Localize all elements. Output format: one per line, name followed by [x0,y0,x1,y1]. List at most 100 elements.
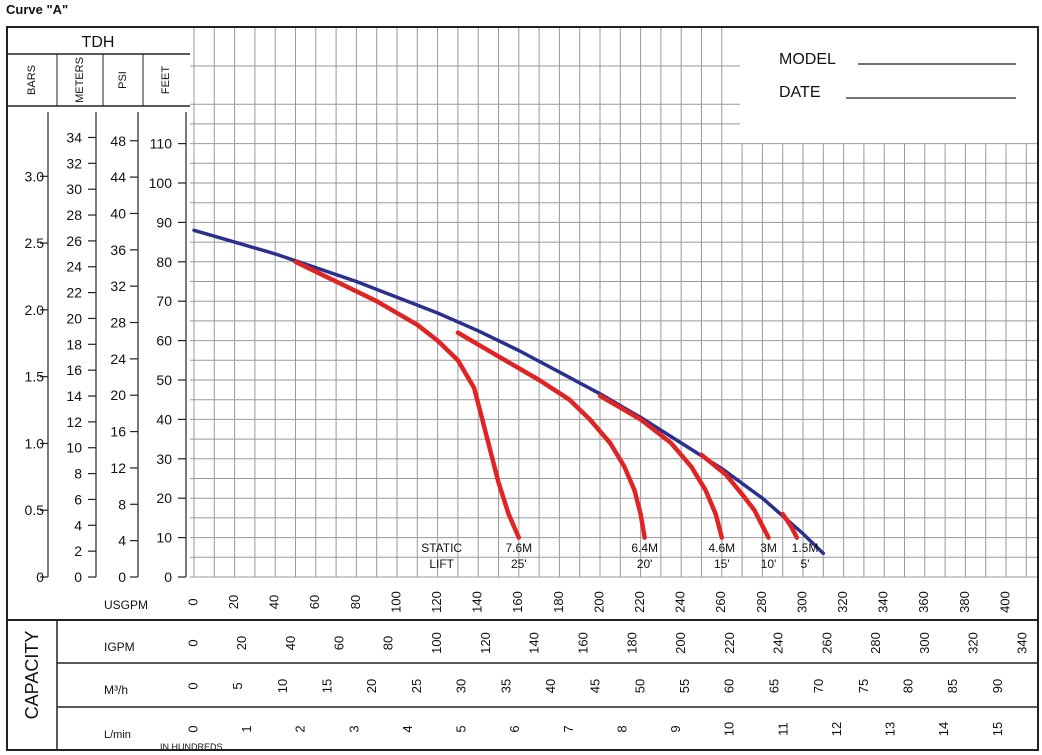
annotation-label: 7.6M [505,541,532,555]
usgpm-tick-label: 240 [673,591,688,613]
tdh-tick-label: 12 [110,460,126,476]
m3h-tick-label: 30 [454,679,469,693]
tdh-tick-label: 110 [150,136,173,152]
m3h-tick-label: 40 [543,679,558,693]
annotation-label: 1.5M [792,541,819,555]
tdh-tick-label: 80 [156,254,172,270]
m3h-tick-label: 5 [230,682,245,689]
igpm-tick-label: 0 [185,639,200,646]
tdh-tick-label: 30 [66,181,82,197]
tdh-tick-label: 90 [156,214,172,230]
tdh-tick-label: 44 [110,169,126,185]
curve-annotations: STATIC LIFT 7.6M 25' 6.4M 20' 4.6M 15' 3M 10' 1.5M… [421,541,818,571]
igpm-tick-label: 80 [380,636,395,650]
tdh-tick-label: 3.0 [25,168,45,184]
series-line-open-impeller [192,228,826,556]
igpm-label: IGPM [104,640,135,654]
tdh-tick-label: 16 [66,362,82,378]
igpm-tick-label: 200 [673,632,688,654]
m3h-tick-label: 75 [856,679,871,693]
lmin-tick-label: 13 [883,722,898,736]
chart-outer-border [6,26,1039,751]
series-line-lift-2 [455,330,647,540]
tdh-tick-label: 2.0 [25,302,45,318]
m3h-tick-label: 65 [766,679,781,693]
tdh-tick-label: 10 [156,530,172,546]
tdh-tick-label: 36 [110,242,126,258]
tdh-tick-label: 0 [164,569,172,585]
hundreds-note: IN HUNDREDS [160,742,223,752]
tdh-tick-label: 0 [74,569,82,585]
tdh-tick-label: 4 [74,517,82,533]
tdh-tick-label: 1.5 [25,369,45,385]
lmin-tick-label: 14 [936,722,951,736]
date-label: DATE [779,84,820,101]
igpm-tick-label: 100 [429,632,444,654]
lmin-tick-label: 11 [775,722,790,736]
lmin-tick-label: 1 [239,725,254,732]
annotation-label: 20' [637,557,653,571]
usgpm-tick-label: 160 [510,591,525,613]
tdh-tick-label: 24 [110,351,126,367]
usgpm-tick-label: 300 [794,591,809,613]
lmin-tick-label: 10 [722,722,737,736]
tdh-tick-label: 20 [110,387,126,403]
tdh-tick-label: 100 [149,175,173,191]
igpm-tick-label: 140 [527,632,542,654]
tdh-tick-label: 6 [74,491,82,507]
usgpm-tick-label: 140 [470,591,485,613]
igpm-tick-label: 220 [722,632,737,654]
igpm-tick-label: 320 [966,632,981,654]
lmin-tick-label: 8 [614,725,629,732]
annotation-label: 10' [761,557,777,571]
tdh-tick-label: 30 [156,451,172,467]
igpm-tick-label: 160 [576,632,591,654]
tdh-tick-label: 50 [156,372,172,388]
tdh-tick-label: 60 [156,333,172,349]
usgpm-tick-label: 40 [267,595,282,609]
tdh-tick-label: 40 [110,205,126,221]
m3h-tick-label: 60 [722,679,737,693]
igpm-tick-label: 120 [478,632,493,654]
tdh-tick-label: 10 [66,440,82,456]
tdh-tick-label: 32 [66,155,82,171]
tdh-tick-label: 40 [156,411,172,427]
tdh-tick-label: 2.5 [25,235,45,251]
tdh-scale-panel: TDH BARS METERS PSI FEET 0 0.5 1.0 1.5 2.0 2.5 3.0 0… [7,34,190,585]
tdh-tick-label: 34 [66,129,82,145]
tdh-tick-label: 20 [66,310,82,326]
tdh-tick-label: 8 [74,466,82,482]
curve-series [192,228,826,556]
m3h-tick-label: 10 [275,679,290,693]
tdh-tick-label: 16 [110,424,126,440]
lmin-tick-label: 5 [454,725,469,732]
m3h-tick-label: 55 [677,679,692,693]
annotation-label: 6.4M [631,541,658,555]
tdh-tick-label: 32 [110,278,126,294]
igpm-tick-label: 40 [283,636,298,650]
tdh-tick-label: 0 [118,569,126,585]
tdh-column-label: FEET [160,66,172,94]
usgpm-tick-label: 320 [835,591,850,613]
series-line-lift-3 [597,393,725,540]
lmin-tick-label: 4 [400,725,415,732]
tdh-tick-label: 18 [66,336,82,352]
usgpm-tick-label: 60 [307,595,322,609]
tdh-tick-label: 1.0 [25,435,45,451]
usgpm-label: USGPM [104,598,148,612]
series-line-lift-1 [293,259,522,540]
tdh-tick-label: 26 [66,233,82,249]
tdh-tick-label: 48 [110,133,126,149]
annotation-label: 4.6M [708,541,735,555]
tdh-tick-label: 0 [36,569,44,585]
chart-frame [6,26,1039,751]
lmin-tick-label: 0 [185,725,200,732]
m3h-tick-label: 90 [990,679,1005,693]
model-date-form: MODEL DATE [779,51,1016,101]
tdh-tick-label: 2 [74,543,82,559]
annotation-label: 3M [760,541,777,555]
usgpm-tick-label: 280 [754,591,769,613]
tdh-column-label: METERS [74,57,86,103]
chart-caption: Curve "A" [6,2,69,17]
